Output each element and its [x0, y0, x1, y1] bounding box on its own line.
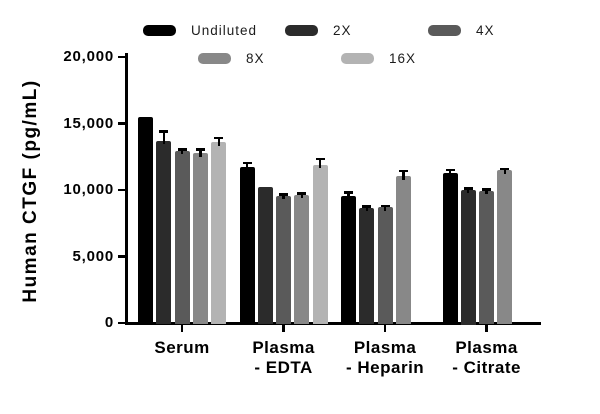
- legend-label: Undiluted: [191, 22, 258, 38]
- error-bar-cap: [214, 136, 224, 140]
- error-bar-cap: [297, 192, 307, 195]
- x-group-label: Serum: [154, 338, 209, 358]
- x-axis-tick: [485, 324, 488, 332]
- error-bar-whisker: [180, 149, 184, 155]
- error-bar-whisker: [282, 194, 285, 200]
- y-axis-line: [124, 53, 128, 325]
- x-axis-tick: [282, 324, 285, 332]
- error-bar-whisker: [402, 170, 405, 180]
- legend-swatch-icon: [428, 24, 461, 36]
- legend-swatch-icon: [285, 24, 318, 36]
- error-bar-cap: [195, 148, 205, 151]
- error-bar-cap: [380, 204, 390, 208]
- bar-8x-4: [497, 170, 513, 325]
- error-bar-cap: [159, 130, 169, 133]
- legend-item-16x: 16X: [341, 50, 417, 66]
- y-axis-tick: [118, 122, 125, 125]
- bar-2x-4: [460, 190, 476, 325]
- error-bar-cap: [500, 167, 510, 170]
- bar-16x-1: [211, 142, 227, 325]
- legend-label: 8X: [246, 50, 265, 66]
- x-group-label-line: Serum: [154, 338, 210, 357]
- bar-2x-1: [156, 140, 172, 325]
- error-bar-whisker: [365, 206, 368, 212]
- legend-item-undiluted: Undiluted: [143, 22, 258, 38]
- legend-label: 4X: [476, 22, 495, 38]
- legend-swatch-icon: [143, 24, 176, 36]
- x-group-label-line: Plasma: [455, 338, 518, 357]
- legend-label: 2X: [333, 22, 352, 38]
- error-bar-whisker: [319, 158, 322, 169]
- y-axis-tick: [118, 255, 125, 258]
- error-bar-whisker: [162, 131, 165, 145]
- x-group-label-line: Plasma: [353, 338, 417, 357]
- bar-4x-3: [377, 207, 393, 325]
- error-bar-whisker: [383, 205, 387, 211]
- error-bar-whisker: [503, 168, 507, 174]
- bar-undiluted-4: [442, 173, 458, 325]
- x-group-label-line: - Heparin: [346, 358, 425, 377]
- error-bar-cap: [463, 187, 473, 190]
- error-bar-whisker: [300, 193, 304, 199]
- x-group-label: Plasma - Heparin: [346, 338, 424, 378]
- error-bar-whisker: [467, 188, 470, 194]
- error-bar-cap: [177, 148, 187, 151]
- x-axis-line: [124, 321, 541, 325]
- bar-8x-3: [395, 176, 411, 325]
- error-bar-cap: [445, 168, 455, 172]
- error-bar-whisker: [217, 138, 220, 146]
- y-axis-tick: [118, 55, 125, 59]
- bar-4x-1: [174, 150, 190, 325]
- bar-2x-3: [359, 207, 375, 325]
- legend-item-2x: 2X: [285, 22, 352, 38]
- error-bar-whisker: [485, 189, 488, 195]
- x-group-label-line: Plasma: [252, 338, 315, 357]
- legend-swatch-icon: [341, 52, 374, 64]
- x-group-label-line: - Citrate: [452, 358, 521, 377]
- error-bar-whisker: [245, 162, 249, 171]
- x-group-label: Plasma - EDTA: [252, 338, 315, 378]
- error-bar-cap: [482, 188, 492, 191]
- error-bar-cap: [398, 169, 408, 172]
- legend-swatch-icon: [198, 52, 231, 64]
- bar-undiluted-3: [341, 195, 356, 325]
- bar-undiluted-2: [239, 166, 255, 325]
- bar-16x-2: [312, 164, 328, 325]
- bar-4x-4: [479, 190, 495, 325]
- error-bar-cap: [362, 205, 372, 208]
- legend-item-4x: 4X: [428, 22, 495, 38]
- error-bar-whisker: [347, 192, 350, 200]
- y-axis-tick: [118, 188, 125, 192]
- y-tick-label: 10,000: [63, 181, 114, 198]
- bar-2x-2: [257, 186, 273, 325]
- y-axis-tick: [118, 321, 125, 325]
- error-bar-whisker: [448, 170, 452, 177]
- x-axis-tick: [383, 324, 387, 332]
- y-tick-label: 20,000: [63, 48, 114, 65]
- bar-4x-2: [276, 195, 292, 325]
- bar-undiluted-1: [138, 116, 153, 325]
- y-tick-label: 5,000: [72, 247, 114, 265]
- error-bar-cap: [315, 157, 325, 160]
- y-tick-label: 0: [104, 314, 114, 331]
- bar-8x-2: [294, 194, 310, 325]
- x-axis-tick: [180, 324, 184, 332]
- bar-8x-1: [192, 153, 208, 325]
- x-group-label: Plasma - Citrate: [452, 338, 521, 378]
- legend-item-8x: 8X: [198, 50, 265, 66]
- error-bar-whisker: [199, 149, 202, 157]
- error-bar-cap: [279, 193, 289, 196]
- legend-label: 16X: [389, 50, 417, 66]
- y-tick-label: 15,000: [63, 114, 114, 132]
- error-bar-cap: [344, 191, 353, 194]
- error-bar-cap: [242, 161, 252, 164]
- x-group-label-line: - EDTA: [254, 358, 313, 377]
